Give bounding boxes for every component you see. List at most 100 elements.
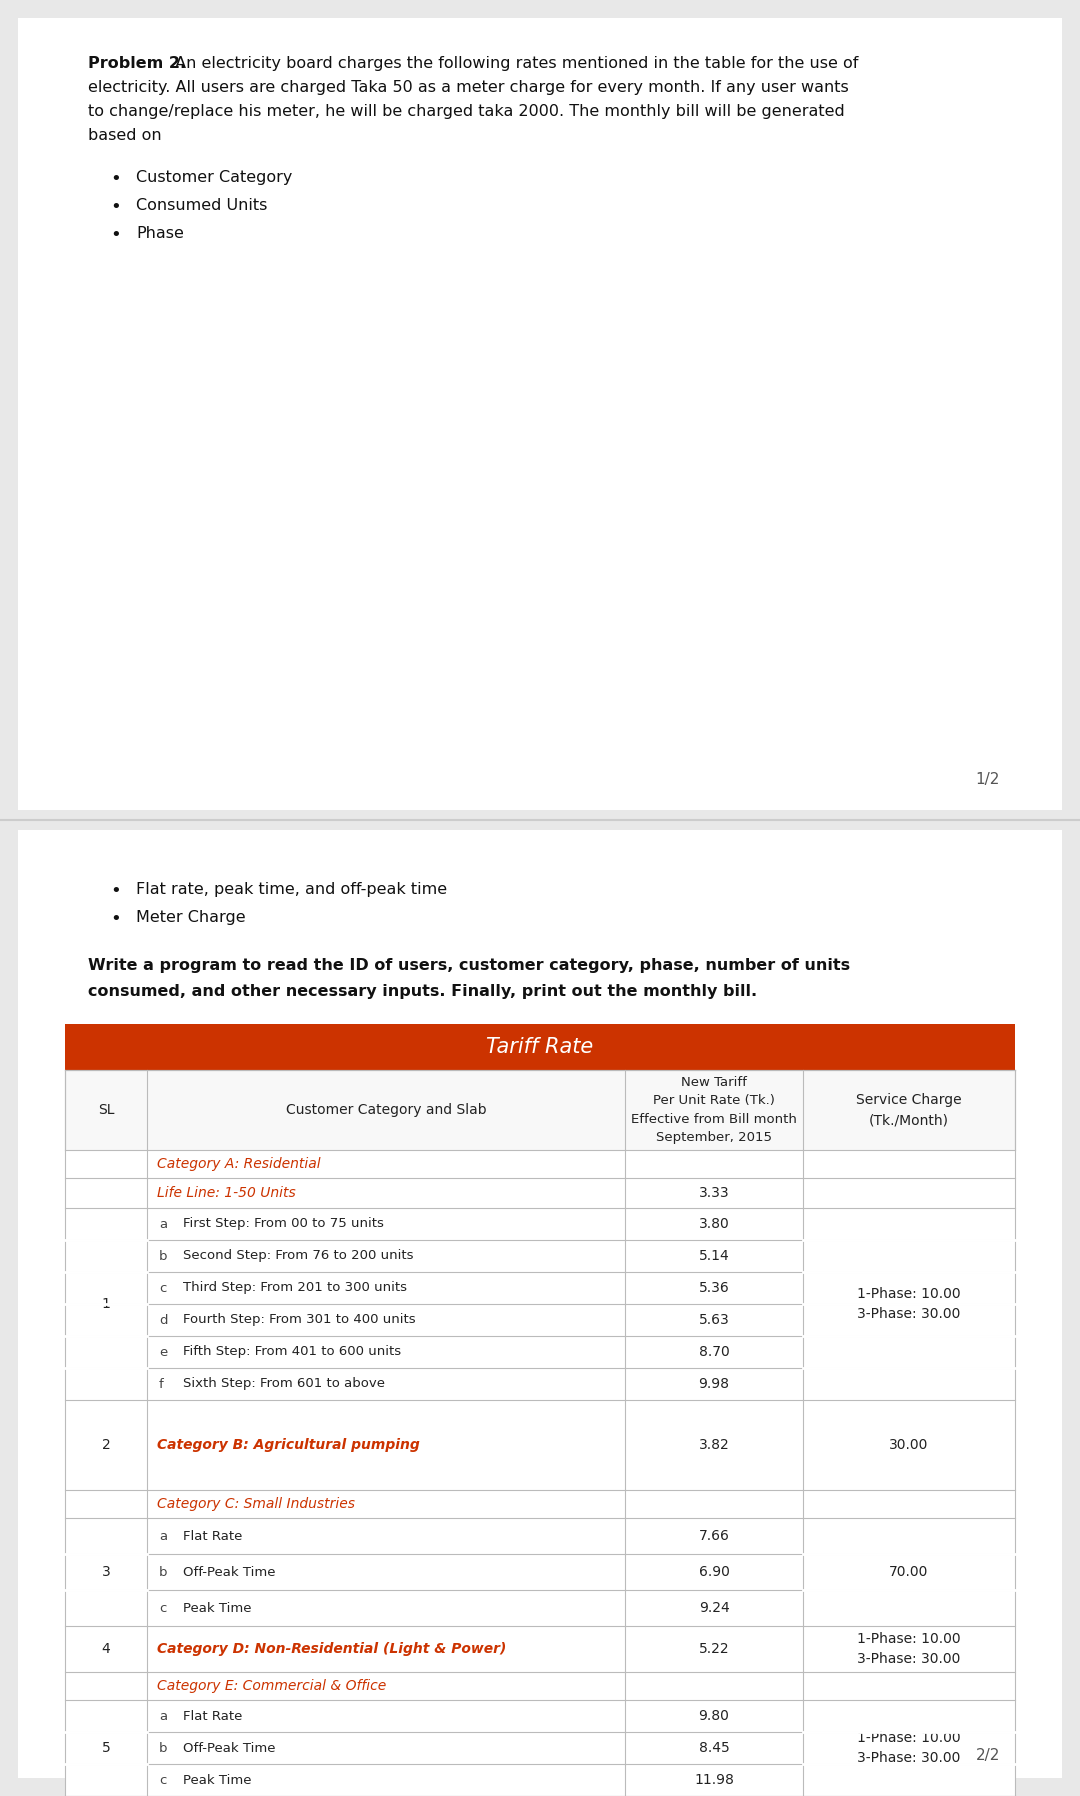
- Text: 5.63: 5.63: [699, 1313, 729, 1327]
- Text: 2/2: 2/2: [975, 1748, 1000, 1764]
- Text: 5.14: 5.14: [699, 1248, 729, 1263]
- Bar: [65, 1625, 1015, 1672]
- Text: Consumed Units: Consumed Units: [136, 198, 268, 214]
- Text: Fourth Step: From 301 to 400 units: Fourth Step: From 301 to 400 units: [183, 1313, 416, 1327]
- Text: 3: 3: [102, 1564, 110, 1579]
- Text: Problem 2.: Problem 2.: [87, 56, 186, 72]
- Text: •: •: [110, 171, 121, 189]
- Bar: [65, 1491, 1015, 1518]
- Text: f: f: [159, 1378, 164, 1390]
- Bar: [65, 1672, 1015, 1701]
- Text: 5: 5: [102, 1740, 110, 1755]
- Text: 9.98: 9.98: [699, 1378, 729, 1390]
- Text: •: •: [110, 911, 121, 929]
- Text: 7.66: 7.66: [699, 1528, 729, 1543]
- Text: Flat rate, peak time, and off-peak time: Flat rate, peak time, and off-peak time: [136, 882, 447, 896]
- Text: Tariff Rate: Tariff Rate: [486, 1036, 594, 1058]
- Bar: [65, 1272, 1015, 1304]
- Text: 30.00: 30.00: [889, 1439, 929, 1451]
- Bar: [65, 1401, 1015, 1491]
- Bar: [65, 1518, 1015, 1554]
- Text: 5.36: 5.36: [699, 1281, 729, 1295]
- Text: e: e: [159, 1345, 167, 1358]
- Text: 1/2: 1/2: [975, 772, 1000, 787]
- Bar: [65, 1764, 1015, 1796]
- Text: Peak Time: Peak Time: [183, 1602, 252, 1615]
- Text: c: c: [159, 1773, 166, 1787]
- Text: SL: SL: [98, 1103, 114, 1117]
- Text: Category E: Commercial & Office: Category E: Commercial & Office: [157, 1679, 387, 1694]
- Text: a: a: [159, 1530, 167, 1543]
- Bar: [65, 1239, 1015, 1272]
- Bar: [65, 1209, 1015, 1239]
- Bar: [65, 1178, 1015, 1209]
- Text: 4: 4: [102, 1642, 110, 1656]
- Bar: [65, 1554, 1015, 1589]
- Text: 70.00: 70.00: [889, 1564, 929, 1579]
- Text: 1-Phase: 10.00
3-Phase: 30.00: 1-Phase: 10.00 3-Phase: 30.00: [858, 1288, 961, 1320]
- Text: electricity. All users are charged Taka 50 as a meter charge for every month. If: electricity. All users are charged Taka …: [87, 81, 849, 95]
- Text: a: a: [159, 1218, 167, 1230]
- Text: •: •: [110, 882, 121, 900]
- Text: 11.98: 11.98: [694, 1773, 734, 1787]
- Text: Flat Rate: Flat Rate: [183, 1530, 242, 1543]
- Text: Category D: Non-Residential (Light & Power): Category D: Non-Residential (Light & Pow…: [157, 1642, 507, 1656]
- Bar: [65, 1070, 1015, 1149]
- Text: Meter Charge: Meter Charge: [136, 911, 245, 925]
- Text: Sixth Step: From 601 to above: Sixth Step: From 601 to above: [183, 1378, 384, 1390]
- Text: Customer Category: Customer Category: [136, 171, 293, 185]
- Text: 6.90: 6.90: [699, 1564, 729, 1579]
- Text: b: b: [159, 1742, 167, 1755]
- Text: 3.80: 3.80: [699, 1218, 729, 1230]
- Text: b: b: [159, 1250, 167, 1263]
- Text: Category A: Residential: Category A: Residential: [157, 1157, 321, 1171]
- Text: 9.80: 9.80: [699, 1710, 729, 1722]
- Text: 5.22: 5.22: [699, 1642, 729, 1656]
- Text: New Tariff
Per Unit Rate (Tk.)
Effective from Bill month
September, 2015: New Tariff Per Unit Rate (Tk.) Effective…: [631, 1076, 797, 1144]
- Text: Service Charge
(Tk./Month): Service Charge (Tk./Month): [856, 1094, 962, 1128]
- Bar: [65, 1701, 1015, 1731]
- Bar: [65, 1369, 1015, 1401]
- Text: Peak Time: Peak Time: [183, 1773, 252, 1787]
- Bar: [65, 1336, 1015, 1369]
- Text: Off-Peak Time: Off-Peak Time: [183, 1742, 275, 1755]
- Bar: [65, 1149, 1015, 1178]
- Text: b: b: [159, 1566, 167, 1579]
- Text: Fifth Step: From 401 to 600 units: Fifth Step: From 401 to 600 units: [183, 1345, 401, 1358]
- Text: Category C: Small Industries: Category C: Small Industries: [157, 1498, 355, 1510]
- Text: An electricity board charges the following rates mentioned in the table for the : An electricity board charges the followi…: [170, 56, 859, 72]
- Text: 3.33: 3.33: [699, 1185, 729, 1200]
- Text: to change/replace his meter, he will be charged taka 2000. The monthly bill will: to change/replace his meter, he will be …: [87, 104, 845, 119]
- Text: •: •: [110, 226, 121, 244]
- Text: Phase: Phase: [136, 226, 184, 241]
- Text: 2: 2: [102, 1439, 110, 1451]
- Text: 3.82: 3.82: [699, 1439, 729, 1451]
- Text: •: •: [110, 198, 121, 216]
- Text: 9.24: 9.24: [699, 1600, 729, 1615]
- Text: d: d: [159, 1313, 167, 1327]
- Bar: [65, 1589, 1015, 1625]
- Text: Write a program to read the ID of users, customer category, phase, number of uni: Write a program to read the ID of users,…: [87, 957, 850, 973]
- Text: based on: based on: [87, 128, 162, 144]
- Text: Third Step: From 201 to 300 units: Third Step: From 201 to 300 units: [183, 1282, 407, 1295]
- Text: consumed, and other necessary inputs. Finally, print out the monthly bill.: consumed, and other necessary inputs. Fi…: [87, 984, 757, 999]
- Text: 1-Phase: 10.00
3-Phase: 30.00: 1-Phase: 10.00 3-Phase: 30.00: [858, 1633, 961, 1665]
- Text: a: a: [159, 1710, 167, 1722]
- Bar: [18, 830, 1062, 1778]
- Bar: [65, 1024, 1015, 1070]
- Text: Second Step: From 76 to 200 units: Second Step: From 76 to 200 units: [183, 1250, 414, 1263]
- Text: Category B: Agricultural pumping: Category B: Agricultural pumping: [157, 1439, 420, 1451]
- Text: Flat Rate: Flat Rate: [183, 1710, 242, 1722]
- Text: 8.45: 8.45: [699, 1740, 729, 1755]
- Text: Life Line: 1-50 Units: Life Line: 1-50 Units: [157, 1185, 296, 1200]
- Text: First Step: From 00 to 75 units: First Step: From 00 to 75 units: [183, 1218, 383, 1230]
- Text: c: c: [159, 1282, 166, 1295]
- Text: 1: 1: [102, 1297, 110, 1311]
- Bar: [65, 1731, 1015, 1764]
- Text: Off-Peak Time: Off-Peak Time: [183, 1566, 275, 1579]
- Bar: [18, 18, 1062, 810]
- Text: 1-Phase: 10.00
3-Phase: 30.00: 1-Phase: 10.00 3-Phase: 30.00: [858, 1731, 961, 1765]
- Text: Customer Category and Slab: Customer Category and Slab: [286, 1103, 486, 1117]
- Text: 8.70: 8.70: [699, 1345, 729, 1360]
- Text: c: c: [159, 1602, 166, 1615]
